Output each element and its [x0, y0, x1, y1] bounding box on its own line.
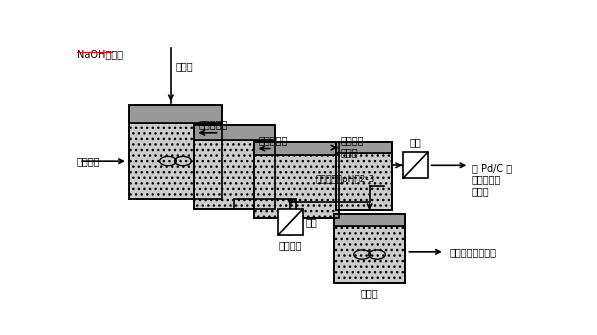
Bar [336, 142, 392, 210]
Text: 一级沉降池: 一级沉降池 [199, 119, 228, 129]
Text: 过滤: 过滤 [305, 217, 317, 227]
Text: 水相产物: 水相产物 [279, 240, 302, 250]
Bar [194, 140, 275, 209]
Bar [334, 213, 405, 283]
Bar [194, 125, 275, 140]
Text: NaOH水溶液: NaOH水溶液 [77, 49, 123, 59]
Text: 过滤: 过滤 [410, 137, 421, 147]
Text: 中和池: 中和池 [176, 61, 193, 71]
Bar [129, 105, 221, 199]
Bar [334, 213, 405, 226]
Bar [194, 125, 275, 209]
Text: 小分子酚类化合物: 小分子酚类化合物 [450, 247, 496, 257]
Text: 降解产物: 降解产物 [77, 156, 100, 166]
Bar [129, 123, 221, 199]
Bar [254, 142, 339, 218]
Bar [334, 226, 405, 283]
Bar [403, 152, 427, 178]
Bar [336, 153, 392, 210]
Bar [254, 142, 339, 155]
Text: 酸化池: 酸化池 [361, 288, 378, 298]
Bar [278, 209, 303, 235]
Bar [129, 105, 221, 123]
Text: 加入盐酸调pH至2-3: 加入盐酸调pH至2-3 [315, 175, 374, 184]
Text: 去 Pd/C 催
化固定床加
氢装置: 去 Pd/C 催 化固定床加 氢装置 [472, 163, 512, 196]
Bar [336, 142, 392, 153]
Text: 二级沉降池: 二级沉降池 [259, 136, 288, 146]
Text: 使用后的
供氢剂: 使用后的 供氢剂 [341, 136, 364, 157]
Bar [254, 155, 339, 218]
